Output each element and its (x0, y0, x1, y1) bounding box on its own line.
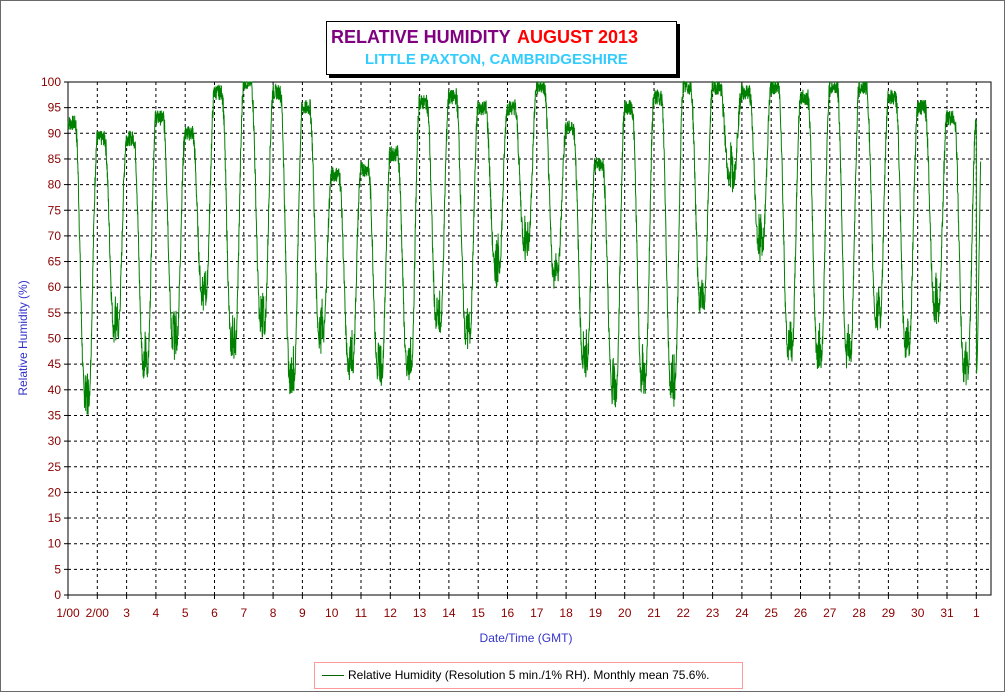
x-axis-ticks: 1/00 2/00 3 4 5 6 7 8 9 10 11 12 13 14 15 16 17 18 19 20 21 2… (56, 595, 980, 620)
x-tick-label: 29 (882, 606, 896, 620)
y-tick-label: 85 (48, 152, 62, 166)
x-tick-label: 26 (794, 606, 808, 620)
y-tick-label: 45 (48, 357, 62, 371)
y-axis-title: Relative Humidity (%) (16, 280, 30, 395)
x-tick-label: 9 (299, 606, 306, 620)
x-tick-label: 30 (911, 606, 925, 620)
grid (68, 82, 991, 595)
x-tick-label: 21 (647, 606, 661, 620)
x-axis-title: Date/Time (GMT) (480, 631, 573, 645)
x-tick-label: 27 (823, 606, 837, 620)
legend-label: Relative Humidity (Resolution 5 min./1% … (348, 668, 710, 682)
legend-swatch (322, 675, 344, 676)
plot-area (67, 81, 992, 596)
x-tick-label: 23 (706, 606, 720, 620)
x-tick-label: 7 (240, 606, 247, 620)
y-tick-label: 0 (54, 588, 61, 602)
x-tick-label: 10 (325, 606, 339, 620)
x-tick-label: 3 (123, 606, 130, 620)
x-tick-label: 15 (472, 606, 486, 620)
y-tick-label: 60 (48, 280, 62, 294)
x-tick-label: 31 (940, 606, 954, 620)
y-tick-label: 95 (48, 101, 62, 115)
y-tick-label: 100 (41, 75, 61, 89)
x-tick-label: 24 (735, 606, 749, 620)
chart-subtitle: LITTLE PAXTON, CAMBRIDGESHIRE (365, 51, 628, 68)
y-axis-ticks: 0 5 10 15 20 25 30 35 40 45 50 55 60 65 70 75 80 85 90 95 10… (41, 75, 68, 602)
y-tick-label: 30 (48, 434, 62, 448)
y-tick-label: 65 (48, 255, 62, 269)
x-tick-label: 4 (153, 606, 160, 620)
x-tick-label: 22 (677, 606, 691, 620)
x-tick-label: 1/00 (56, 606, 80, 620)
x-tick-label: 11 (355, 606, 368, 620)
x-tick-label: 2/00 (86, 606, 110, 620)
chart-title: RELATIVE HUMIDITY (331, 27, 511, 47)
y-tick-label: 55 (48, 306, 62, 320)
y-tick-label: 40 (48, 383, 62, 397)
legend: Relative Humidity (Resolution 5 min./1% … (314, 662, 743, 689)
x-tick-label: 14 (442, 606, 456, 620)
x-tick-label: 13 (413, 606, 427, 620)
y-tick-label: 70 (48, 229, 62, 243)
x-tick-label: 8 (270, 606, 277, 620)
y-tick-label: 5 (54, 562, 61, 576)
y-tick-label: 90 (48, 126, 62, 140)
x-tick-label: 28 (852, 606, 866, 620)
x-tick-label: 16 (501, 606, 515, 620)
y-tick-label: 25 (48, 460, 62, 474)
y-tick-label: 50 (48, 332, 62, 346)
humidity-series-line (67, 80, 982, 415)
x-tick-label: 19 (589, 606, 603, 620)
y-tick-label: 20 (48, 485, 62, 499)
x-tick-label: 25 (765, 606, 779, 620)
title-box: RELATIVE HUMIDITY AUGUST 2013 LITTLE PAX… (326, 21, 677, 75)
y-tick-label: 35 (48, 408, 62, 422)
y-tick-label: 15 (48, 511, 62, 525)
y-tick-label: 75 (48, 203, 62, 217)
chart-title-period: AUGUST 2013 (517, 27, 639, 47)
x-tick-label: 18 (559, 606, 573, 620)
x-tick-label: 6 (211, 606, 218, 620)
x-tick-label: 5 (182, 606, 189, 620)
x-tick-label: 20 (618, 606, 632, 620)
x-tick-label: 17 (530, 606, 544, 620)
y-tick-label: 10 (48, 537, 62, 551)
y-tick-label: 80 (48, 178, 62, 192)
x-tick-label: 1 (973, 606, 980, 620)
x-tick-label: 12 (384, 606, 398, 620)
